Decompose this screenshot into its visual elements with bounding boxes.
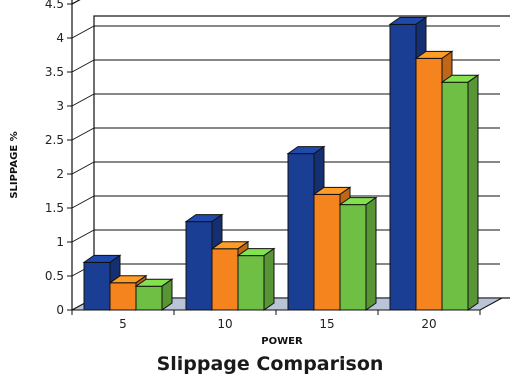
gridline-diagonal (71, 93, 95, 107)
y-tick-labels: 0 0.5 1 1.5 2 2.5 3 3.5 4 4.5 (45, 0, 64, 317)
bar-front (389, 23, 417, 311)
x-tick-label: 5 (119, 317, 127, 331)
x-axis-label: POWER (261, 336, 303, 347)
y-tick-label: 1 (56, 235, 64, 249)
y-tick-label: 3.5 (45, 65, 64, 79)
x-tick-label: 15 (319, 317, 334, 331)
bar-front (109, 282, 137, 311)
bar (236, 247, 276, 311)
bar-side (161, 278, 173, 311)
bar-front (135, 285, 163, 311)
gridline-diagonal (71, 25, 95, 39)
bars (82, 16, 480, 311)
y-tick-label: 1.5 (45, 201, 64, 215)
bar-front (287, 153, 315, 311)
y-tick-label: 0.5 (45, 269, 64, 283)
y-tick-label: 4 (56, 31, 64, 45)
x-tick-labels: 5 10 15 20 (71, 310, 481, 331)
gridline-diagonal (71, 59, 95, 73)
bar-front (339, 204, 367, 311)
x-tick-label: 10 (217, 317, 232, 331)
bar (338, 196, 378, 311)
y-tick-label: 3 (56, 99, 64, 113)
y-tick-label: 4.5 (45, 0, 64, 11)
bar-front (83, 261, 111, 311)
bar-side (467, 74, 479, 311)
bar-front (211, 248, 239, 311)
bar (134, 278, 174, 311)
y-tick-label: 0 (56, 303, 64, 317)
gridline-diagonal (71, 127, 95, 141)
bar-front (185, 221, 213, 311)
y-tick-label: 2.5 (45, 133, 64, 147)
y-axis-label: SLIPPAGE % (9, 131, 20, 198)
bar-front (237, 255, 265, 311)
bar-side (365, 196, 377, 311)
bar-side (263, 247, 275, 311)
x-tick-label: 20 (421, 317, 436, 331)
gridline-diagonal (71, 195, 95, 209)
bar (440, 74, 480, 311)
y-tick-label: 2 (56, 167, 64, 181)
bar-front (441, 81, 469, 311)
chart-title: Slippage Comparison (157, 353, 384, 375)
gridline-diagonal (71, 229, 95, 243)
gridline-diagonal (71, 161, 95, 175)
bar-front (313, 193, 341, 311)
bar-front (415, 57, 443, 311)
gridline-diagonal (71, 0, 81, 5)
